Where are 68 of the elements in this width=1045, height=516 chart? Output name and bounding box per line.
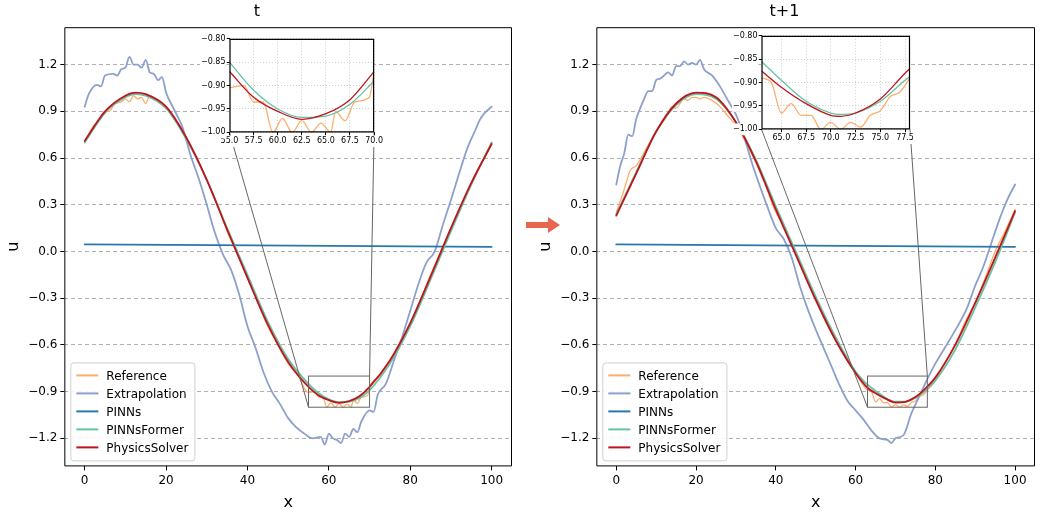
y-tick-label: −1.00 (201, 127, 226, 137)
legend-label: PhysicsSolver (106, 440, 189, 455)
y-tick-label: −0.3 (560, 290, 590, 305)
x-tick-label: 0 (80, 472, 89, 487)
y-tick-label: −0.95 (733, 101, 758, 111)
y-tick-label: 0.3 (570, 196, 590, 211)
y-tick-label: −1.00 (733, 124, 758, 134)
x-tick-label: 65.0 (772, 133, 791, 143)
x-axis-title: x (283, 491, 293, 511)
y-tick-label: 0.3 (38, 196, 58, 211)
x-tick-label: 57.5 (244, 136, 263, 146)
y-tick-label: 0.0 (38, 243, 58, 258)
x-tick-label: 100 (1003, 472, 1027, 487)
x-tick-label: 40 (239, 472, 256, 487)
legend-label: PINNsFormer (638, 422, 716, 437)
x-tick-label: 20 (688, 472, 704, 487)
legend-label: PhysicsSolver (638, 440, 721, 455)
y-tick-label: −1.2 (560, 430, 590, 445)
y-tick-label: 0.0 (570, 243, 590, 258)
x-tick-label: 77.5 (896, 133, 914, 143)
x-tick-label: 0 (612, 472, 621, 487)
y-tick-label: −0.3 (28, 290, 58, 305)
y-tick-label: 0.6 (570, 150, 590, 165)
y-tick-label: −0.9 (28, 383, 58, 398)
x-tick-label: 72.5 (846, 133, 865, 143)
x-tick-label: 62.5 (292, 136, 311, 146)
x-tick-label: 70.0 (821, 133, 840, 143)
y-tick-label: 0.6 (38, 150, 58, 165)
x-axis-title: x (810, 491, 821, 511)
x-tick-label: 67.5 (797, 133, 815, 143)
y-tick-label: −0.6 (560, 337, 590, 352)
x-tick-label: 100 (480, 472, 504, 487)
x-tick-label: 80 (927, 472, 943, 487)
legend-label: Reference (106, 368, 167, 383)
x-tick-label: 70.0 (365, 136, 383, 146)
x-tick-label: 60.0 (268, 136, 287, 146)
x-tick-label: 67.5 (341, 136, 359, 146)
y-tick-label: 0.9 (38, 103, 58, 118)
y-tick-label: 1.2 (38, 56, 58, 71)
x-tick-label: 80 (402, 472, 418, 487)
x-tick-label: 40 (768, 472, 784, 487)
y-tick-label: −0.85 (201, 57, 226, 67)
legend-label: Extrapolation (106, 386, 187, 401)
y-tick-label: −0.80 (201, 33, 226, 43)
y-tick-label: −0.95 (201, 104, 226, 114)
legend-label: PINNs (106, 404, 142, 419)
x-tick-label: 20 (158, 472, 174, 487)
chart-title: t+1 (769, 0, 800, 20)
y-axis-title: u (2, 241, 22, 252)
legend-label: Extrapolation (638, 386, 719, 401)
y-axis-title: u (534, 241, 554, 252)
y-tick-label: −0.85 (733, 54, 758, 64)
x-tick-label: 60 (847, 472, 864, 487)
legend-label: PINNs (638, 404, 674, 419)
y-tick-label: −0.6 (28, 337, 58, 352)
chart-title: t (253, 0, 261, 20)
y-tick-label: 0.9 (570, 103, 590, 118)
x-tick-label: 75.0 (871, 133, 890, 143)
legend-label: Reference (638, 368, 699, 383)
y-tick-label: −0.90 (733, 77, 758, 87)
y-tick-label: −0.9 (560, 383, 590, 398)
y-tick-label: −0.90 (201, 80, 226, 90)
y-tick-label: −0.80 (733, 30, 758, 40)
x-tick-label: 60 (321, 472, 337, 487)
y-tick-label: 1.2 (570, 56, 590, 71)
legend-label: PINNsFormer (106, 422, 184, 437)
x-tick-label: 65.0 (316, 136, 335, 146)
y-tick-label: −1.2 (28, 430, 58, 445)
